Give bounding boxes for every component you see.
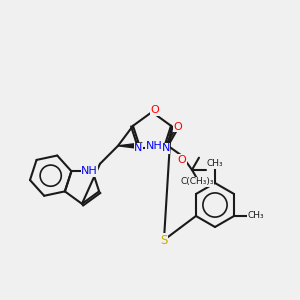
Text: N: N bbox=[162, 143, 170, 153]
Polygon shape bbox=[118, 143, 142, 149]
Text: CH₃: CH₃ bbox=[248, 212, 264, 220]
Text: C(CH₃)₃: C(CH₃)₃ bbox=[180, 177, 214, 186]
Text: S: S bbox=[160, 233, 168, 247]
Text: O: O bbox=[151, 105, 159, 115]
Text: O: O bbox=[174, 122, 182, 132]
Text: O: O bbox=[178, 155, 186, 165]
Text: N: N bbox=[134, 143, 142, 153]
Text: CH₃: CH₃ bbox=[207, 160, 223, 169]
Text: NH: NH bbox=[146, 141, 162, 151]
Text: NH: NH bbox=[81, 166, 98, 176]
